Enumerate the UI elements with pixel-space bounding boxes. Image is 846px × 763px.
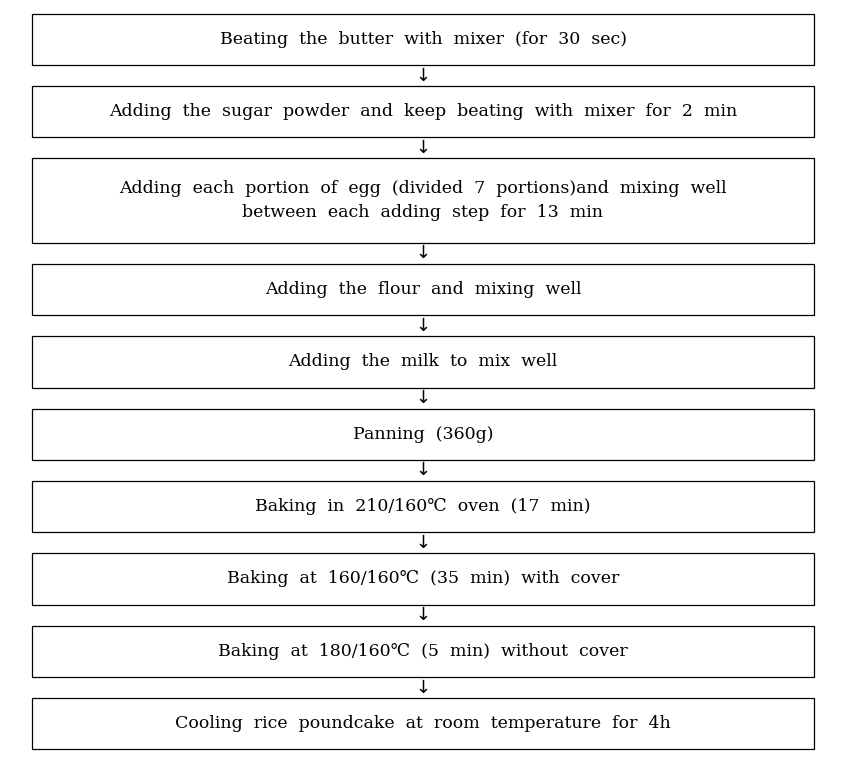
Bar [32,264,814,315]
Text: ↓: ↓ [415,389,431,407]
Text: Baking  at  160/160℃  (35  min)  with  cover: Baking at 160/160℃ (35 min) with cover [227,571,619,588]
Text: Adding  the  sugar  powder  and  keep  beating  with  mixer  for  2  min: Adding the sugar powder and keep beating… [109,103,737,121]
Text: ↓: ↓ [415,534,431,552]
Text: Cooling  rice  poundcake  at  room  temperature  for  4h: Cooling rice poundcake at room temperatu… [175,715,671,732]
Text: Baking  at  180/160℃  (5  min)  without  cover: Baking at 180/160℃ (5 min) without cover [218,642,628,660]
Text: ↓: ↓ [415,66,431,85]
Bar [32,626,814,677]
Text: Adding  each  portion  of  egg  (divided  7  portions)and  mixing  well
between : Adding each portion of egg (divided 7 po… [119,180,727,221]
Bar [32,409,814,460]
Text: ↓: ↓ [415,244,431,262]
Text: Adding  the  milk  to  mix  well: Adding the milk to mix well [288,353,558,370]
Bar [32,14,814,65]
Text: ↓: ↓ [415,678,431,697]
Bar [32,553,814,604]
Bar [32,698,814,749]
Text: ↓: ↓ [415,139,431,157]
Text: Baking  in  210/160℃  oven  (17  min): Baking in 210/160℃ oven (17 min) [255,498,591,515]
Bar [32,86,814,137]
Text: ↓: ↓ [415,317,431,335]
Text: Beating  the  butter  with  mixer  (for  30  sec): Beating the butter with mixer (for 30 se… [219,31,627,48]
Bar [32,481,814,533]
Text: ↓: ↓ [415,462,431,479]
Text: Panning  (360g): Panning (360g) [353,426,493,443]
Text: Adding  the  flour  and  mixing  well: Adding the flour and mixing well [265,281,581,298]
Bar [32,336,814,388]
Text: ↓: ↓ [415,606,431,624]
Bar [32,159,814,243]
